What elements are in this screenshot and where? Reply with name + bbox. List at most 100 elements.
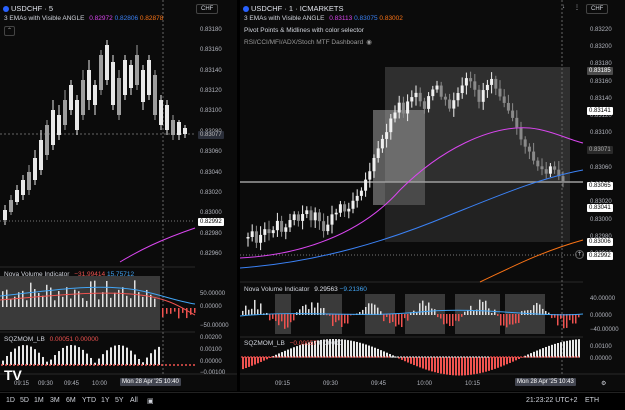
right-currency-button[interactable]: CHF <box>586 4 609 14</box>
right-sqz-dot <box>301 356 303 358</box>
right-time-tick: 10:15 <box>465 381 481 387</box>
right-sqz-dot <box>397 356 399 358</box>
left-candle-body <box>51 110 55 145</box>
left-chart-pane[interactable]: USDCHF · 5 3 EMAs with Visible ANGLE 0.8… <box>0 0 237 391</box>
right-sqz-bar <box>341 339 343 358</box>
range-button-ytd[interactable]: YTD <box>82 397 96 404</box>
right-chart-canvas[interactable] <box>240 0 625 391</box>
right-sqz-dot <box>439 356 441 358</box>
right-symbol-title[interactable]: USDCHF · 1 · ICMARKETS <box>243 5 344 13</box>
left-sqz-bar <box>54 355 56 365</box>
right-volume-bar <box>269 314 271 321</box>
right-volume-bar <box>305 304 307 315</box>
right-sqz-bar <box>335 339 337 358</box>
left-volume-bar-neg <box>182 308 184 313</box>
range-button-all[interactable]: All <box>130 397 138 404</box>
menu-dots-icon[interactable]: ⋮ <box>574 5 580 11</box>
left-volume-bar <box>22 290 24 307</box>
left-sqz-ind-tick: −0.00100 <box>200 370 226 376</box>
range-button-1m[interactable]: 1M <box>34 397 44 404</box>
right-ema-legend[interactable]: 3 EMAs with Visible ANGLE 0.83113 0.8307… <box>244 15 403 23</box>
right-volume-bar <box>569 314 571 321</box>
right-sqz-dot <box>313 356 315 358</box>
right-sqz-bar <box>551 344 553 358</box>
left-sqz-dot <box>89 364 91 366</box>
right-sqz-dot <box>427 356 429 358</box>
range-button-5y[interactable]: 5Y <box>115 397 124 404</box>
chart-settings-gear-icon[interactable]: ⚙ <box>601 381 607 387</box>
right-sqz-dot <box>445 356 447 358</box>
left-ema-label: 3 EMAs with Visible ANGLE <box>4 15 85 22</box>
range-button-5d[interactable]: 5D <box>20 397 29 404</box>
right-volume-bar <box>374 304 376 315</box>
clock-readout[interactable]: 21:23:22 UTC+2 <box>526 397 578 404</box>
right-volume-bar <box>383 314 385 322</box>
right-price-tick: 0.83020 <box>590 199 612 206</box>
left-ema-line <box>119 227 196 263</box>
right-candle-body <box>422 101 426 109</box>
left-chart-canvas[interactable] <box>0 0 237 391</box>
date-range-calendar-icon[interactable]: ▣ <box>147 398 154 405</box>
right-sqz-bar <box>440 357 442 374</box>
left-sqz-dot <box>21 364 23 366</box>
left-candle-body <box>3 210 7 220</box>
left-currency-button[interactable]: CHF <box>196 4 219 14</box>
left-volume-bar <box>150 294 152 307</box>
left-sqz-dot <box>153 364 155 366</box>
right-sqz-dot <box>547 356 549 358</box>
right-candle-body <box>351 200 355 209</box>
right-sqz-bar <box>266 357 268 360</box>
right-sqz-bar <box>251 357 253 366</box>
right-pivot-legend[interactable]: Pivot Points & Midlines with color selec… <box>244 27 364 34</box>
left-collapse-chevron-icon[interactable]: ⌃ <box>4 26 15 36</box>
right-sqz-dot <box>310 356 312 358</box>
right-volume-bar <box>563 314 565 329</box>
right-sqz-bar <box>509 357 511 363</box>
right-chart-pane[interactable]: USDCHF · 1 · ICMARKETS 3 EMAs with Visib… <box>240 0 625 391</box>
left-symbol-title[interactable]: USDCHF · 5 <box>3 5 53 13</box>
right-candle-body <box>246 236 250 239</box>
left-sqz-dot <box>145 364 147 366</box>
right-candle-body <box>347 208 351 212</box>
eye-icon[interactable]: ◉ <box>366 39 372 46</box>
left-sqz-bar <box>66 345 68 365</box>
right-volume-bar <box>494 309 496 315</box>
left-sqz-dot <box>61 364 63 366</box>
right-sqz-bar <box>374 347 376 358</box>
right-sqz-bar <box>470 357 472 375</box>
left-volume-bar <box>82 298 84 307</box>
left-volume-bar-neg <box>178 308 180 319</box>
left-candle-body <box>81 80 85 115</box>
pane-splitter[interactable] <box>237 0 240 391</box>
right-sqz-dot <box>523 356 525 358</box>
right-volume-legend[interactable]: Nova Volume Indicator 9.29563 −9.21360 <box>244 286 367 294</box>
left-ema-legend[interactable]: 3 EMAs with Visible ANGLE 0.82972 0.8280… <box>4 15 163 23</box>
left-sqz-dot <box>33 364 35 366</box>
right-sqz-dot <box>562 356 564 358</box>
down-arrow-icon[interactable]: ↓ <box>562 4 565 10</box>
left-volume-bar <box>130 298 132 307</box>
left-price-tick: 0.83100 <box>200 108 222 115</box>
right-rsi-legend[interactable]: RSI/CCI/MFI/ADX/Stoch MTF Dashboard ◉ <box>244 39 372 46</box>
session-eth-button[interactable]: ETH <box>585 397 599 404</box>
range-button-3m[interactable]: 3M <box>50 397 60 404</box>
right-sqz-bar <box>302 344 304 358</box>
right-candle-body <box>469 78 473 82</box>
right-sqz-bar <box>269 357 271 358</box>
right-sqz-legend[interactable]: SQZMOM_LB −0.00057 0.00000 <box>244 340 342 348</box>
right-ema-value-3: 0.83002 <box>379 15 403 22</box>
left-sqz-legend[interactable]: SQZMOM_LB 0.00051 0.00000 <box>4 336 98 344</box>
right-candle-body <box>548 166 552 174</box>
left-sqz-bar <box>118 345 120 365</box>
right-candle-body <box>330 214 334 225</box>
range-button-6m[interactable]: 6M <box>66 397 76 404</box>
left-volume-bar-neg <box>194 308 196 313</box>
right-sqz-dot <box>400 356 402 358</box>
right-volume-bar <box>491 312 493 315</box>
range-button-1y[interactable]: 1Y <box>101 397 110 404</box>
range-button-1d[interactable]: 1D <box>6 397 15 404</box>
left-volume-legend[interactable]: Nova Volume Indicator −31.99414 15.75712 <box>4 271 134 279</box>
add-alert-plus-icon[interactable]: + <box>575 250 584 259</box>
left-sqz-dot <box>129 364 131 366</box>
right-sqz-dot <box>475 356 477 358</box>
